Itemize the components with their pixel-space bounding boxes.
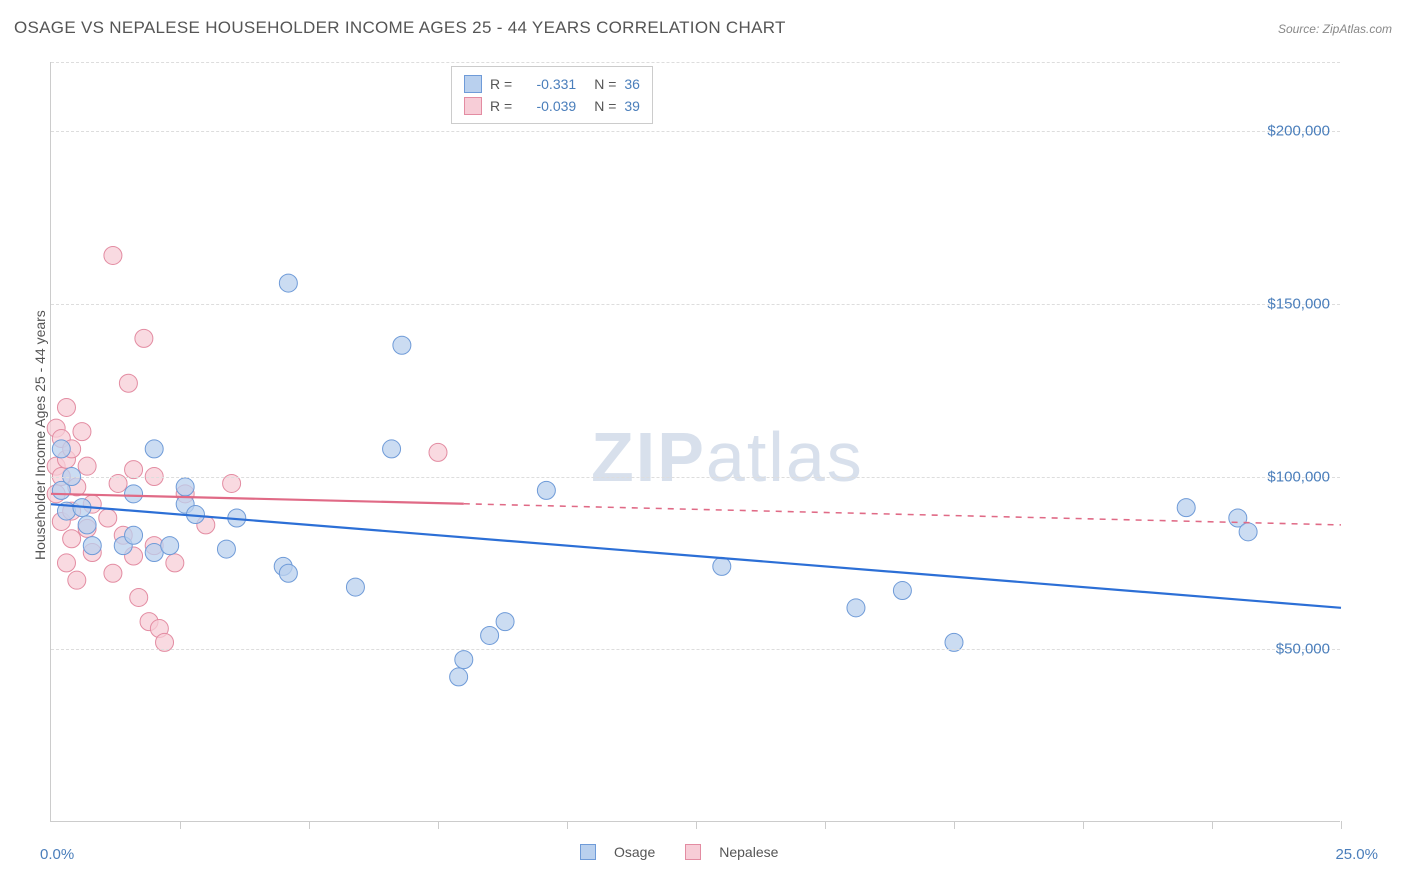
legend-label-osage: Osage: [614, 844, 655, 860]
data-point: [63, 530, 81, 548]
gridline: [51, 131, 1340, 132]
data-point: [1239, 523, 1257, 541]
plot-area: ZIPatlas R = -0.331 N = 36 R = -0.039 N …: [50, 62, 1340, 822]
r-value-osage: -0.331: [520, 76, 576, 92]
chart-title: OSAGE VS NEPALESE HOUSEHOLDER INCOME AGE…: [14, 18, 786, 38]
y-tick-label: $200,000: [1267, 123, 1330, 140]
data-point: [68, 571, 86, 589]
gridline: [51, 477, 1340, 478]
data-point: [481, 626, 499, 644]
gridline: [51, 62, 1340, 63]
data-point: [346, 578, 364, 596]
data-point: [104, 564, 122, 582]
x-tick: [954, 821, 955, 829]
source-label: Source: ZipAtlas.com: [1278, 22, 1392, 36]
data-point: [176, 478, 194, 496]
legend-swatch-nepalese: [685, 844, 701, 860]
r-label: R =: [490, 76, 512, 92]
data-point: [429, 443, 447, 461]
regression-row-nepalese: R = -0.039 N = 39: [464, 95, 640, 117]
data-point: [166, 554, 184, 572]
data-point: [125, 526, 143, 544]
r-label: R =: [490, 98, 512, 114]
chart-svg: [51, 62, 1340, 821]
data-point: [73, 423, 91, 441]
y-tick-label: $150,000: [1267, 295, 1330, 312]
data-point: [537, 481, 555, 499]
y-axis-title: Householder Income Ages 25 - 44 years: [32, 310, 48, 560]
n-value-nepalese: 39: [624, 98, 640, 114]
x-tick: [180, 821, 181, 829]
data-point: [52, 440, 70, 458]
gridline: [51, 649, 1340, 650]
x-tick: [438, 821, 439, 829]
series-legend: Osage Nepalese: [580, 844, 778, 860]
data-point: [135, 329, 153, 347]
n-label: N =: [594, 76, 616, 92]
data-point: [99, 509, 117, 527]
y-tick-label: $100,000: [1267, 468, 1330, 485]
x-tick: [1083, 821, 1084, 829]
data-point: [893, 582, 911, 600]
y-tick-label: $50,000: [1276, 641, 1330, 658]
data-point: [217, 540, 235, 558]
data-point: [161, 537, 179, 555]
chart-container: OSAGE VS NEPALESE HOUSEHOLDER INCOME AGE…: [0, 0, 1406, 892]
gridline: [51, 304, 1340, 305]
x-tick: [1341, 821, 1342, 829]
x-tick: [696, 821, 697, 829]
data-point: [125, 485, 143, 503]
data-point: [78, 457, 96, 475]
data-point: [496, 613, 514, 631]
data-point: [450, 668, 468, 686]
x-tick: [309, 821, 310, 829]
n-value-osage: 36: [624, 76, 640, 92]
data-point: [847, 599, 865, 617]
data-point: [1177, 499, 1195, 517]
data-point: [713, 557, 731, 575]
n-label: N =: [594, 98, 616, 114]
regression-legend: R = -0.331 N = 36 R = -0.039 N = 39: [451, 66, 653, 124]
data-point: [119, 374, 137, 392]
data-point: [279, 564, 297, 582]
swatch-nepalese: [464, 97, 482, 115]
regression-line: [51, 494, 464, 504]
data-point: [83, 537, 101, 555]
data-point: [393, 336, 411, 354]
data-point: [383, 440, 401, 458]
legend-label-nepalese: Nepalese: [719, 844, 778, 860]
data-point: [57, 554, 75, 572]
data-point: [455, 651, 473, 669]
regression-line: [51, 504, 1341, 608]
legend-swatch-osage: [580, 844, 596, 860]
x-max-label: 25.0%: [1335, 846, 1378, 863]
data-point: [78, 516, 96, 534]
x-tick: [825, 821, 826, 829]
x-tick: [1212, 821, 1213, 829]
r-value-nepalese: -0.039: [520, 98, 576, 114]
data-point: [145, 440, 163, 458]
data-point: [57, 398, 75, 416]
regression-row-osage: R = -0.331 N = 36: [464, 73, 640, 95]
swatch-osage: [464, 75, 482, 93]
x-min-label: 0.0%: [40, 846, 74, 863]
data-point: [279, 274, 297, 292]
data-point: [130, 588, 148, 606]
x-tick: [567, 821, 568, 829]
data-point: [104, 246, 122, 264]
regression-line-dashed: [464, 504, 1341, 525]
